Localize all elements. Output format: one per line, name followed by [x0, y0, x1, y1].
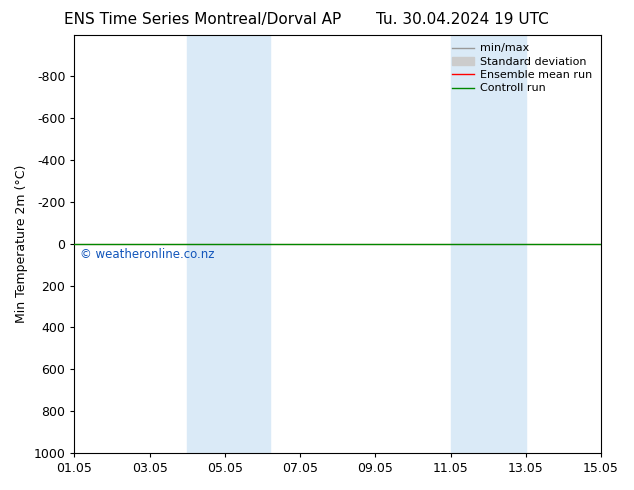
Text: © weatheronline.co.nz: © weatheronline.co.nz	[80, 248, 214, 261]
Text: ENS Time Series Montreal/Dorval AP: ENS Time Series Montreal/Dorval AP	[64, 12, 342, 27]
Legend: min/max, Standard deviation, Ensemble mean run, Controll run: min/max, Standard deviation, Ensemble me…	[449, 40, 595, 97]
Bar	[451, 35, 526, 453]
Bar	[187, 35, 270, 453]
Y-axis label: Min Temperature 2m (°C): Min Temperature 2m (°C)	[15, 165, 28, 323]
Text: Tu. 30.04.2024 19 UTC: Tu. 30.04.2024 19 UTC	[377, 12, 549, 27]
